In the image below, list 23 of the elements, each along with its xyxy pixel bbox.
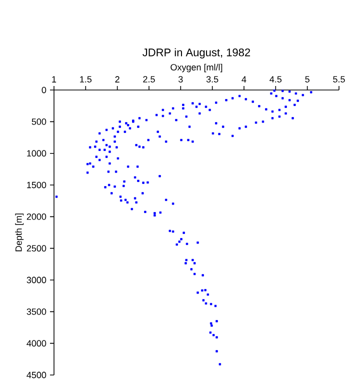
x-tick-label: 3.5 [206, 76, 218, 82]
y-tick-label: 4000 [26, 340, 46, 347]
x-tick-label: 5.5 [333, 76, 345, 82]
y-tick-label: 3500 [26, 308, 46, 315]
y-axis-title: Depth [m] [15, 214, 24, 252]
x-tick-label: 5 [305, 76, 310, 82]
y-tick-label: 2000 [26, 213, 46, 220]
x-tick-label: 3 [178, 76, 183, 82]
y-tick-label: 1500 [27, 182, 46, 188]
y-tick-label: 2500 [26, 245, 46, 252]
x-tick-label: 2.5 [143, 76, 155, 82]
x-axis-title: Oxygen [ml/l] [170, 64, 222, 72]
x-tick-label: 2 [115, 76, 120, 82]
x-tick-label: 1.5 [80, 76, 92, 82]
x-tick-label: 4 [242, 76, 246, 82]
chart-title: JDRP in August, 1982 [142, 48, 250, 58]
y-tick-label: 4500 [26, 372, 46, 378]
y-tick-label: 1000 [27, 150, 46, 157]
y-tick-label: 500 [32, 118, 46, 125]
y-tick-label: 3000 [26, 276, 46, 284]
y-tick-label: 0 [42, 86, 46, 94]
x-tick-label: 4.5 [270, 76, 282, 82]
x-tick-label: 1 [52, 76, 56, 82]
